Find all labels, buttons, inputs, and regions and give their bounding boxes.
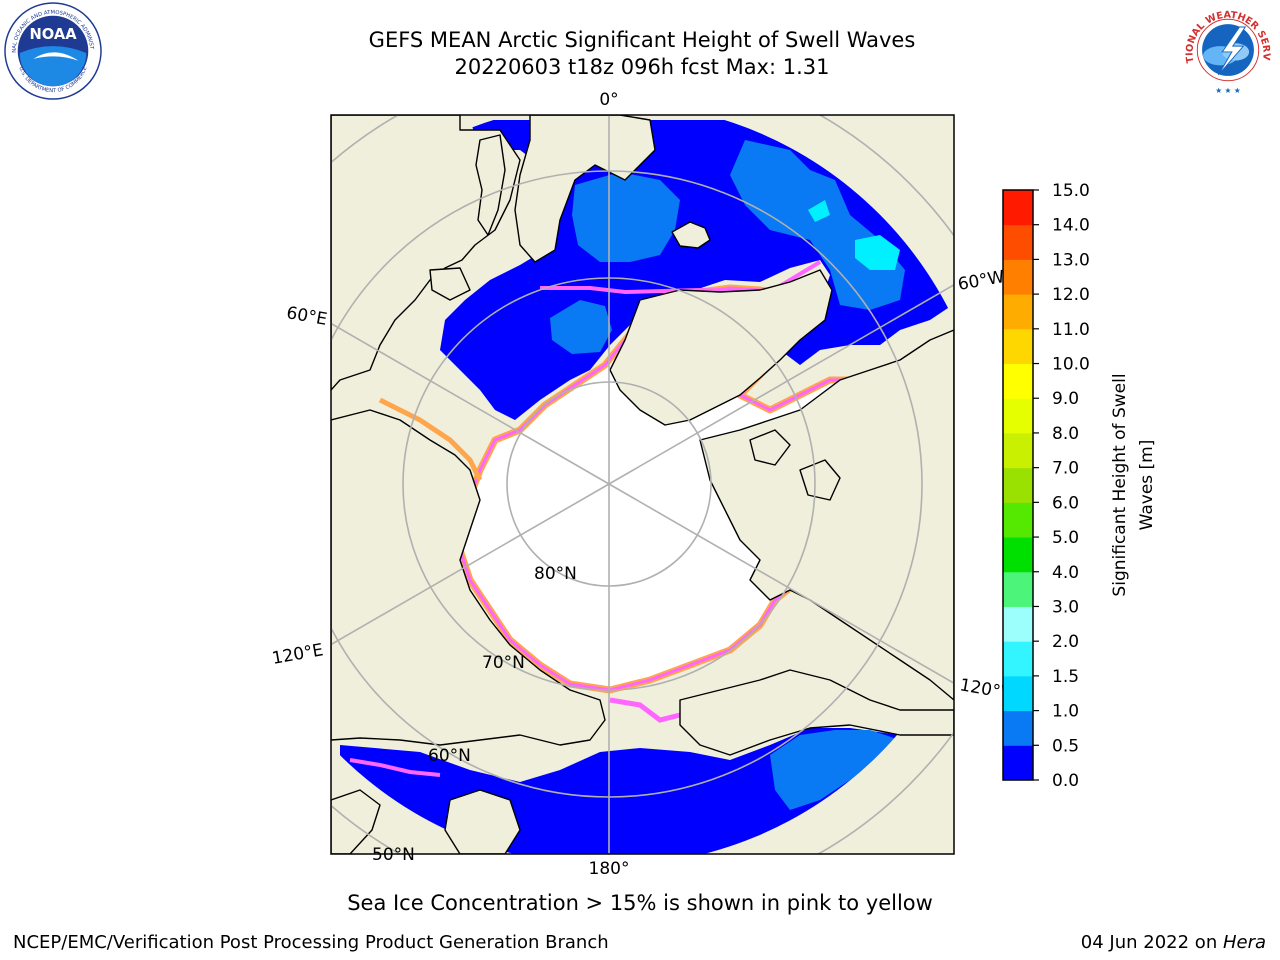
ice-edge-okhotsk (349, 758, 441, 777)
colorbar-frame (1002, 189, 1034, 781)
colorbar-segment (1003, 537, 1033, 573)
siberia-land (331, 409, 606, 746)
meridian-60e (331, 322, 610, 485)
colorbar-tick-label: 9.0 (1052, 389, 1079, 409)
colorbar-tick-label: 3.0 (1052, 597, 1079, 617)
ice-edge-kara (378, 397, 483, 482)
swell-patch-small (808, 200, 830, 222)
kola-peninsula (429, 267, 471, 301)
colorbar-tick-label: 2.0 (1052, 632, 1079, 652)
sea-ice-note: Sea Ice Concentration > 15% is shown in … (347, 891, 933, 915)
lat-label-80n: 80°N (534, 564, 577, 584)
ellesmere-island (749, 429, 791, 466)
colorbar-segment (1003, 675, 1033, 712)
meridian-120e (331, 483, 610, 646)
colorbar-segment (1003, 432, 1033, 469)
colorbar-segment (1003, 571, 1033, 607)
lat-label-50n: 50°N (372, 845, 415, 865)
map-frame (330, 114, 955, 855)
map-title: GEFS MEAN Arctic Significant Height of S… (368, 28, 916, 52)
colorbar-tick-label: 15.0 (1052, 181, 1090, 201)
nws-logo: NATIONAL WEATHER SERVICE ★ ★ ★ (1178, 2, 1274, 95)
credit-text: NCEP/EMC/Verification Post Processing Pr… (13, 932, 609, 953)
colorbar-tick-label: 0.0 (1052, 771, 1079, 791)
colorbar-tick-label: 12.0 (1052, 285, 1090, 305)
noaa-logo-wordmark: NOAA (29, 26, 77, 43)
greenland (609, 269, 833, 426)
colorbar-segment (1003, 398, 1033, 434)
colorbar-segment (1003, 641, 1033, 677)
colorbar-segment (1003, 467, 1033, 503)
colorbar-label-line1: Significant Height of Swell (1110, 373, 1130, 596)
colorbar-tick-label: 10.0 (1052, 355, 1090, 375)
iceland-region (514, 115, 656, 263)
lat-label-70n: 70°N (482, 653, 525, 673)
noaa-logo: NOAA NATIONAL OCEANIC AND ATMOSPHERIC AD… (4, 2, 102, 100)
lon-label-60e: 60°E (285, 303, 329, 330)
swell-patch-barents (550, 300, 612, 354)
swell-patch-norwegian-sea (730, 140, 905, 310)
forecast-subtitle: 20220603 t18z 096h fcst Max: 1.31 (454, 55, 830, 79)
colorbar-tick-label: 5.0 (1052, 528, 1079, 548)
lon-label-180: 180° (589, 859, 630, 879)
colorbar-label-line2: Waves [m] (1137, 440, 1157, 531)
colorbar-segment (1003, 294, 1033, 330)
colorbar-segment (1003, 502, 1033, 538)
lon-label-60w: 60°W (956, 267, 1006, 295)
svalbard-island (671, 221, 711, 249)
nws-logo-stars: ★ ★ ★ (1215, 86, 1241, 95)
kamchatka-land (331, 789, 381, 854)
colorbar-tick-label: 8.0 (1052, 424, 1079, 444)
colorbar-segment (1003, 606, 1033, 642)
alaska-land (679, 669, 954, 756)
colorbar-tick-label: 14.0 (1052, 216, 1090, 236)
europe-land (331, 115, 521, 391)
ice-edge-bering (609, 697, 681, 723)
colorbar-segment (1003, 328, 1033, 365)
lon-label-0: 0° (599, 90, 618, 110)
lat-label-60n: 60°N (428, 746, 471, 766)
colorbar-ticks: 0.0 0.5 1.0 1.5 2.0 3.0 4.0 5.0 6.0 7.0 8.0 9.0 10.0… (1033, 181, 1090, 791)
colorbar-segment (1003, 259, 1033, 295)
colorbar-tick-label: 0.5 (1052, 736, 1079, 756)
north-america-land (699, 329, 954, 701)
graticule (331, 115, 954, 854)
meridian-60w (608, 283, 954, 485)
pacific-islands (444, 789, 521, 854)
colorbar-segment (1003, 190, 1033, 226)
colorbar-segment (1003, 710, 1033, 746)
swell-patch-gulf-of-alaska (770, 730, 900, 810)
colorbar-tick-label: 6.0 (1052, 493, 1079, 513)
colorbar-segment (1003, 745, 1033, 781)
colorbar-tick-label: 7.0 (1052, 459, 1079, 479)
meridian-120w (608, 483, 954, 685)
issue-date: 04 Jun 2022 on Hera (1081, 932, 1266, 953)
colorbar-tick-label: 13.0 (1052, 250, 1090, 270)
land-masses (331, 115, 954, 854)
great-britain (475, 134, 506, 236)
baffin-island (799, 459, 841, 501)
issue-date-text: 04 Jun 2022 on (1080, 932, 1223, 953)
colorbar-tick-label: 1.5 (1052, 667, 1079, 687)
colorbar-segment (1003, 363, 1033, 399)
colorbar-tick-label: 1.0 (1052, 702, 1079, 722)
colorbar-tick-label: 4.0 (1052, 563, 1079, 583)
swell-patch-greenland-sea (572, 172, 680, 262)
swell-patch-peak (855, 235, 900, 270)
lon-label-120e: 120°E (270, 640, 324, 669)
colorbar-tick-label: 11.0 (1052, 320, 1090, 340)
colorbar-segment (1003, 224, 1033, 260)
colorbar (1002, 189, 1034, 781)
host-name: Hera (1222, 932, 1266, 953)
